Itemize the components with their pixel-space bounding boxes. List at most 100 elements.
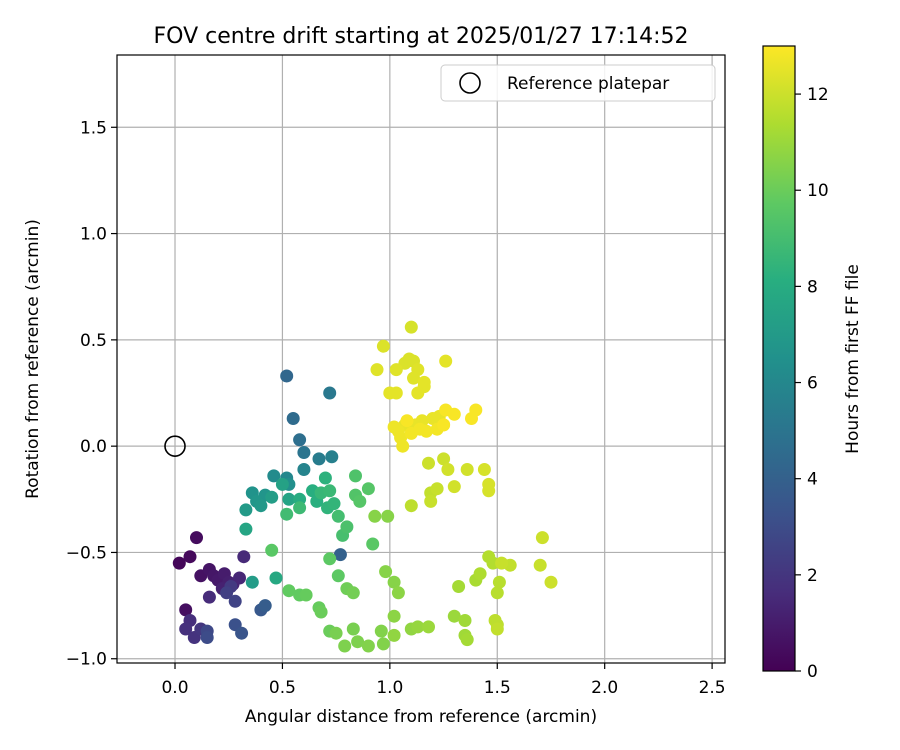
data-point <box>458 614 472 627</box>
data-point <box>325 450 339 464</box>
data-point <box>340 520 354 534</box>
colorbar-tick-label: 2 <box>807 566 818 586</box>
data-point <box>299 588 313 602</box>
data-point <box>312 452 326 466</box>
legend-open-circle-icon <box>459 72 481 94</box>
data-point <box>387 575 401 589</box>
data-point <box>351 635 365 649</box>
data-point <box>265 543 279 557</box>
data-point <box>400 414 414 428</box>
data-point <box>346 586 360 600</box>
x-tick-label: 0.5 <box>269 678 296 698</box>
data-point <box>239 503 253 517</box>
reference-platepar-marker <box>164 435 186 457</box>
x-tick-label: 0.0 <box>161 678 188 698</box>
data-point <box>245 575 259 589</box>
data-point <box>258 599 272 613</box>
data-point <box>411 386 425 400</box>
data-point <box>437 452 451 466</box>
legend-entry-reference: Reference platepar <box>507 74 669 94</box>
data-point <box>492 575 506 589</box>
legend: Reference platepar <box>440 64 716 102</box>
legend-box <box>440 64 716 102</box>
data-point <box>424 494 438 508</box>
x-tick-label: 2.0 <box>591 678 618 698</box>
data-point <box>381 509 395 523</box>
data-point <box>200 631 214 644</box>
data-point <box>389 363 403 377</box>
data-point <box>239 522 253 536</box>
data-point <box>228 594 242 608</box>
data-point <box>323 552 337 566</box>
data-point <box>329 626 343 640</box>
data-point <box>275 477 289 491</box>
y-axis-label: Rotation from reference (arcmin) <box>23 219 43 499</box>
data-point <box>389 386 403 400</box>
x-tick-label: 1.0 <box>376 678 403 698</box>
data-point <box>286 412 300 425</box>
y-tick-label: −0.5 <box>66 543 107 563</box>
data-point <box>460 463 474 476</box>
data-point <box>179 603 193 617</box>
x-axis-label: Angular distance from reference (arcmin) <box>245 707 597 727</box>
data-point <box>447 480 461 494</box>
colorbar-tick-label: 10 <box>807 181 829 201</box>
data-point <box>469 403 483 417</box>
colorbar-tick-label: 4 <box>807 470 818 490</box>
data-point <box>411 620 425 634</box>
y-tick-label: 0.5 <box>80 331 107 351</box>
colorbar: 0 2 4 6 8 10 12 Hours from first FF file <box>762 45 863 682</box>
data-point <box>535 531 549 545</box>
data-point <box>452 580 466 593</box>
data-point <box>314 605 328 619</box>
data-point <box>404 320 418 334</box>
plot-frame <box>116 54 726 664</box>
data-point <box>387 609 401 623</box>
data-point <box>265 490 279 504</box>
y-axis-ticks: −1.0 −0.5 0.0 0.5 1.0 1.5 <box>66 118 117 670</box>
data-point <box>254 499 268 513</box>
data-point <box>346 622 360 636</box>
data-point <box>280 507 294 521</box>
data-point <box>422 456 435 470</box>
data-point <box>331 569 345 583</box>
data-point <box>490 622 504 636</box>
data-point <box>282 584 296 598</box>
data-point <box>220 586 234 600</box>
data-point <box>460 633 474 647</box>
data-point <box>172 556 186 570</box>
y-tick-label: −1.0 <box>66 650 107 670</box>
y-tick-label: 0.0 <box>80 437 107 457</box>
data-point <box>473 567 487 581</box>
data-point <box>404 499 418 513</box>
data-point <box>293 433 307 447</box>
data-point <box>338 639 352 653</box>
data-point <box>422 620 435 634</box>
colorbar-tick-label: 12 <box>807 85 829 105</box>
x-tick-label: 2.5 <box>699 678 726 698</box>
data-point <box>233 571 246 585</box>
data-point <box>439 354 453 368</box>
data-point <box>490 586 504 600</box>
data-point <box>447 609 461 623</box>
data-point <box>495 556 509 570</box>
data-point <box>269 571 283 585</box>
colorbar-tick-label: 6 <box>807 374 818 394</box>
y-tick-label: 1.5 <box>80 118 107 138</box>
colorbar-tick-label: 0 <box>807 662 818 682</box>
data-point <box>361 639 375 653</box>
data-point <box>235 626 249 640</box>
data-points <box>172 320 558 653</box>
x-tick-label: 1.5 <box>484 678 511 698</box>
data-point <box>366 537 380 551</box>
colorbar-ticks: 0 2 4 6 8 10 12 <box>795 85 829 682</box>
data-point <box>237 550 251 564</box>
data-point <box>323 386 337 400</box>
data-point <box>349 469 362 483</box>
data-point <box>387 420 401 434</box>
data-point <box>482 550 496 564</box>
data-point <box>477 463 491 476</box>
data-point <box>437 418 451 432</box>
data-point <box>361 482 375 496</box>
